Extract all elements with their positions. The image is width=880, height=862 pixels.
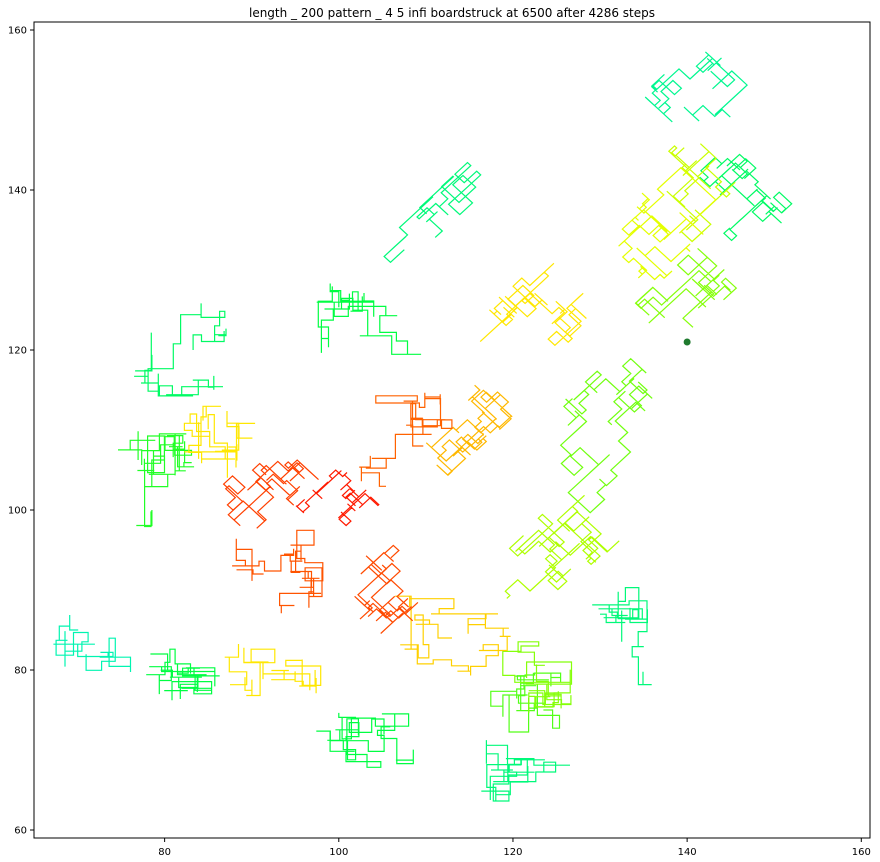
- y-tick-label: 120: [8, 346, 27, 357]
- trajectory-segment: [425, 384, 513, 477]
- x-tick-label: 100: [329, 847, 348, 858]
- trajectory-segment: [134, 303, 227, 397]
- trajectory-segment: [559, 357, 653, 514]
- y-tick-label: 60: [14, 826, 27, 837]
- trajectory-segment: [490, 672, 562, 733]
- y-tick-label: 140: [8, 186, 27, 197]
- trajectory-segment: [316, 283, 422, 355]
- trajectory-segment: [295, 469, 380, 527]
- plot-frame: [33, 21, 871, 839]
- x-tick-label: 140: [678, 847, 697, 858]
- trajectory-segment: [504, 494, 620, 599]
- trajectory-segment: [222, 459, 319, 529]
- trajectory-segment: [383, 161, 482, 264]
- y-tick-label: 80: [14, 666, 27, 677]
- trajectory-segment: [118, 431, 195, 528]
- trajectory-segment: [592, 586, 652, 686]
- x-tick-label: 120: [503, 847, 522, 858]
- trajectory-segment: [666, 143, 736, 243]
- trajectory-segment: [354, 544, 419, 634]
- trajectory-segment: [53, 615, 132, 672]
- trajectory-segment: [479, 262, 587, 347]
- trajectory-segment: [481, 740, 570, 802]
- trajectory-segment: [699, 153, 793, 242]
- trajectory-segment: [359, 392, 453, 487]
- trajectory-layer: [53, 51, 793, 802]
- trajectory-segment: [146, 648, 220, 701]
- chart-title: length _ 200 pattern _ 4 5 infi boardstr…: [249, 6, 655, 20]
- trajectory-segment: [183, 405, 256, 478]
- y-tick-label: 100: [8, 506, 27, 517]
- trajectory-segment: [224, 644, 322, 697]
- trajectory-segment: [502, 641, 573, 713]
- marker-layer: [683, 338, 691, 346]
- trajectory-segment: [618, 166, 717, 281]
- trajectory-segment: [316, 712, 414, 768]
- trajectory-segment: [395, 595, 511, 676]
- trajectory-segment: [232, 529, 324, 614]
- trajectory-segment: [634, 247, 738, 328]
- end-point-marker: [683, 338, 691, 346]
- x-tick-label: 80: [158, 847, 171, 858]
- trajectory-segment: [644, 51, 748, 123]
- y-tick-label: 160: [8, 26, 27, 37]
- x-tick-label: 160: [852, 847, 871, 858]
- axis-layer: 80 100 120 140 160 60 80 100 120 140 160: [8, 26, 871, 859]
